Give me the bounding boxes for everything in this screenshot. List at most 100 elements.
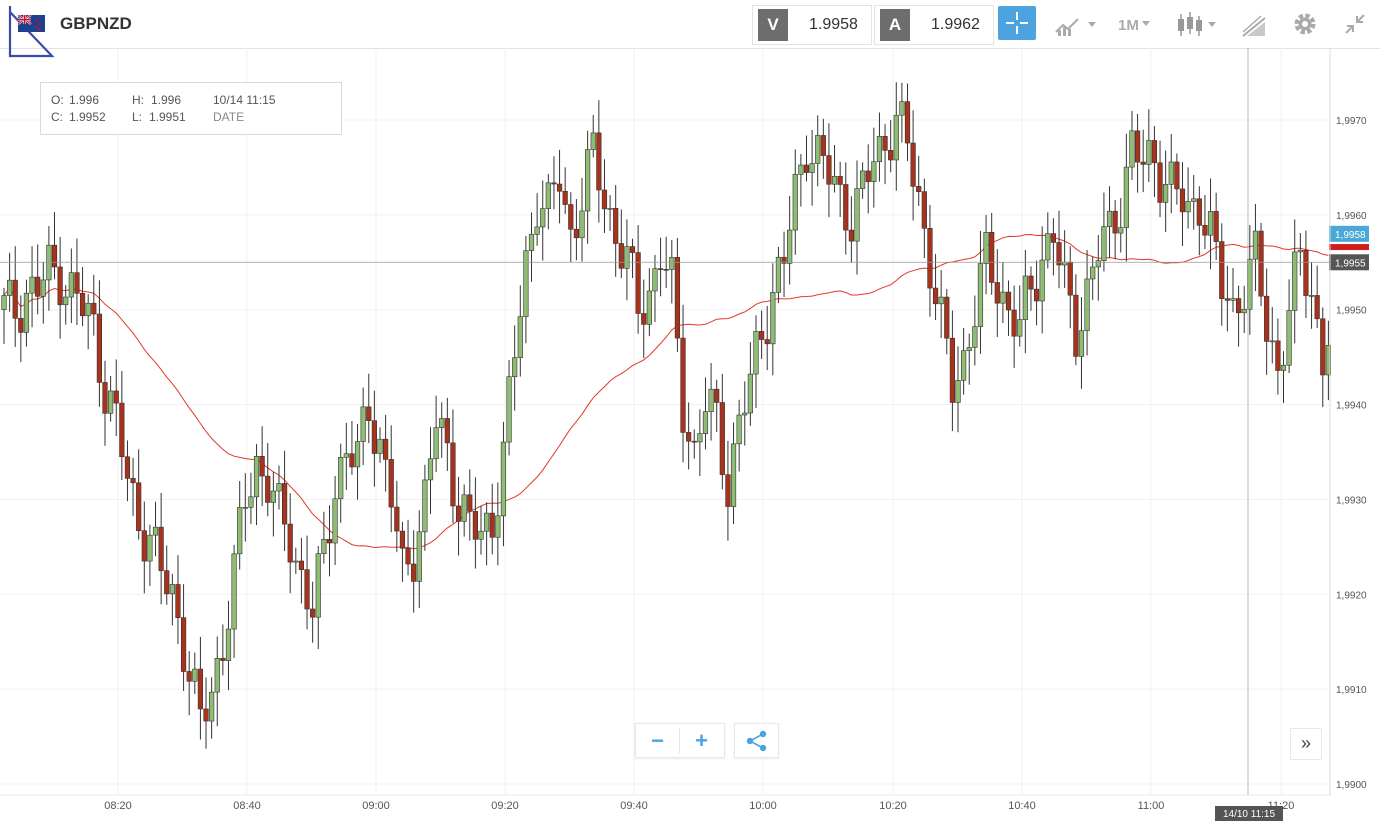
- candle-body: [1134, 130, 1141, 163]
- share-button[interactable]: [734, 723, 779, 758]
- chart-grid: [0, 48, 1330, 795]
- candle-body: [977, 263, 984, 327]
- candle-body: [512, 357, 518, 377]
- candle-body: [686, 432, 692, 442]
- open-value: 1.996: [69, 93, 100, 107]
- candle-body: [102, 382, 108, 414]
- candle-body: [96, 313, 103, 383]
- candlestick-icon: [1178, 12, 1216, 36]
- candle-body: [192, 668, 198, 682]
- candle-body: [540, 208, 546, 228]
- price-tag: [1329, 254, 1369, 271]
- candle-body: [1219, 241, 1225, 299]
- chart-type-button[interactable]: [1052, 6, 1102, 42]
- candle-body: [287, 523, 293, 563]
- candle-body: [1078, 330, 1085, 357]
- candle-body: [343, 453, 349, 458]
- candle-body: [130, 478, 136, 484]
- candle-body: [478, 530, 484, 540]
- candle-body: [961, 350, 967, 381]
- candle-body: [91, 302, 97, 315]
- candle-body: [882, 136, 888, 151]
- price-tag-label: 1,9955: [1335, 258, 1366, 269]
- candle-body: [1129, 130, 1135, 168]
- candle-body: [770, 292, 776, 345]
- candle-body: [1106, 210, 1113, 227]
- x-axis-tick-label: 09:40: [620, 800, 648, 812]
- candle-body: [500, 441, 507, 517]
- candle-body: [719, 402, 725, 475]
- candle-body: [265, 475, 271, 503]
- candle-body: [803, 164, 810, 173]
- price-tag: [1329, 225, 1369, 242]
- candlestick-type-button[interactable]: [1172, 6, 1222, 42]
- collapse-button[interactable]: [1337, 6, 1373, 42]
- candle-body: [635, 252, 641, 314]
- zoom-out-button[interactable]: −: [651, 728, 664, 753]
- candle-body: [141, 530, 147, 562]
- candle-body: [360, 406, 366, 442]
- scroll-forward-button[interactable]: »: [1290, 728, 1322, 760]
- candle-body: [798, 164, 804, 175]
- candle-body: [517, 316, 523, 358]
- timeframe-selector[interactable]: 1M: [1112, 6, 1162, 42]
- collapse-icon: [1345, 14, 1365, 34]
- candle-body: [921, 191, 927, 229]
- x-axis-tick-label: 09:00: [362, 800, 390, 812]
- zoom-in-button[interactable]: +: [695, 728, 708, 753]
- candle-body: [916, 186, 922, 192]
- candle-body: [949, 337, 955, 403]
- candle-body: [983, 232, 989, 264]
- candle-body: [1224, 298, 1230, 301]
- y-axis-tick-label: 1,9900: [1336, 780, 1367, 791]
- high-label: H:: [132, 93, 144, 107]
- candle-body: [579, 210, 585, 239]
- candle-body: [1073, 294, 1079, 357]
- y-axis-tick-label: 1,9960: [1336, 211, 1367, 222]
- candle-body: [304, 569, 310, 610]
- candle-body: [938, 296, 944, 305]
- candle-body: [1005, 291, 1012, 311]
- candle-body: [1286, 310, 1292, 366]
- candle-body: [489, 512, 495, 538]
- candle-body: [1050, 233, 1057, 243]
- candle-body: [708, 388, 714, 412]
- candle-body: [1163, 184, 1169, 203]
- candle-body: [237, 507, 243, 555]
- candle-body: [422, 479, 428, 533]
- candle-body: [461, 494, 467, 522]
- drawing-tools-button[interactable]: [1235, 6, 1275, 42]
- candle-body: [910, 142, 916, 187]
- candle-body: [629, 246, 636, 253]
- gear-icon: [1294, 13, 1316, 35]
- x-axis-tick-label: 10:00: [749, 800, 777, 812]
- candle-body: [1314, 295, 1320, 320]
- candle-body: [366, 406, 372, 421]
- candle-body: [697, 433, 703, 443]
- candle-body: [641, 313, 647, 325]
- candle-body: [472, 511, 478, 540]
- candle-body: [787, 229, 793, 264]
- candle-body: [523, 250, 529, 317]
- buy-price-group[interactable]: A 1.9962: [874, 5, 994, 45]
- chart-overlays: 1,9958 1,9955 14/10 11:15: [0, 48, 1369, 821]
- y-axis-tick-label: 1,9920: [1336, 590, 1367, 601]
- buy-price: 1.9962: [931, 16, 980, 33]
- crosshair-button[interactable]: [998, 6, 1036, 40]
- candle-body: [1056, 242, 1062, 266]
- candle-body: [388, 459, 394, 508]
- sell-price-group[interactable]: V 1.9958: [752, 5, 872, 45]
- y-axis-tick-label: 1,9930: [1336, 495, 1367, 506]
- x-axis-tick-label: 08:20: [104, 800, 132, 812]
- settings-button[interactable]: [1288, 6, 1324, 42]
- candle-body: [450, 442, 456, 507]
- candle-body: [1241, 308, 1247, 314]
- chart-toolbar: GBPNZD V 1.9958 A 1.9962 1M: [0, 0, 1380, 58]
- candle-body: [169, 584, 175, 595]
- candle-body: [742, 412, 748, 416]
- candle-body: [1011, 309, 1017, 337]
- candle-body: [276, 483, 282, 492]
- candle-body: [63, 296, 69, 306]
- candle-body: [725, 474, 731, 507]
